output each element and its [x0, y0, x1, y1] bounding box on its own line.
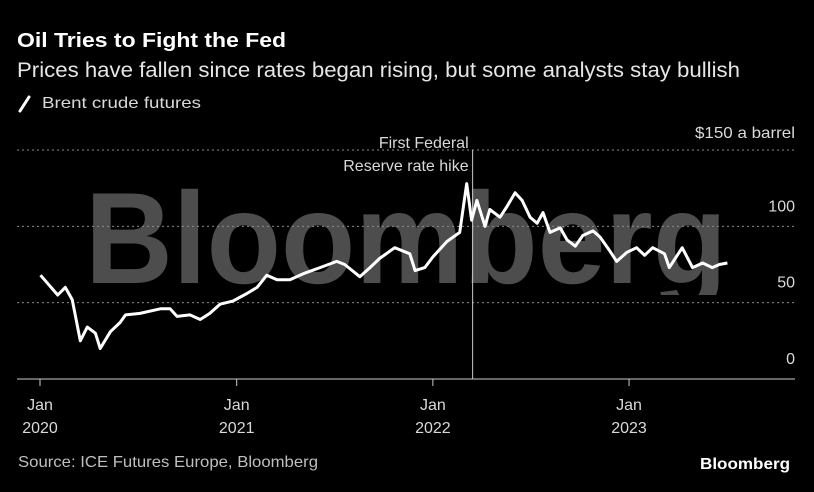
x-tick-year: 2023 — [611, 420, 647, 437]
x-axis-ticks: Jan 2020 Jan 2021 Jan 2022 Jan 2023 — [22, 379, 647, 437]
x-tick-year: 2022 — [415, 420, 451, 437]
y-axis-ticks: 0 50 100 — [768, 198, 795, 368]
x-tick-month: Jan — [27, 397, 53, 414]
annotation-line-2: Reserve rate hike — [343, 158, 468, 175]
annotation-line-1: First Federal — [379, 135, 469, 152]
y-tick-label: 50 — [777, 275, 795, 292]
y-tick-label: 100 — [768, 198, 795, 215]
source-note: Source: ICE Futures Europe, Bloomberg — [18, 454, 318, 471]
x-tick-month: Jan — [616, 397, 642, 414]
y-tick-label: 0 — [786, 351, 795, 368]
legend-swatch-icon — [18, 95, 31, 113]
x-tick-year: 2021 — [219, 420, 255, 437]
chart-title: Oil Tries to Fight the Fed — [17, 30, 286, 52]
x-tick-month: Jan — [224, 397, 250, 414]
x-tick-year: 2020 — [22, 420, 58, 437]
x-tick-month: Jan — [420, 397, 446, 414]
watermark — [80, 180, 732, 295]
bloomberg-logo: Bloomberg — [700, 456, 790, 473]
y-unit-label: $150 a barrel — [695, 125, 795, 142]
series-line-brent — [39, 182, 728, 350]
chart-subtitle: Prices have fallen since rates began ris… — [17, 59, 740, 82]
legend-label: Brent crude futures — [42, 95, 201, 112]
